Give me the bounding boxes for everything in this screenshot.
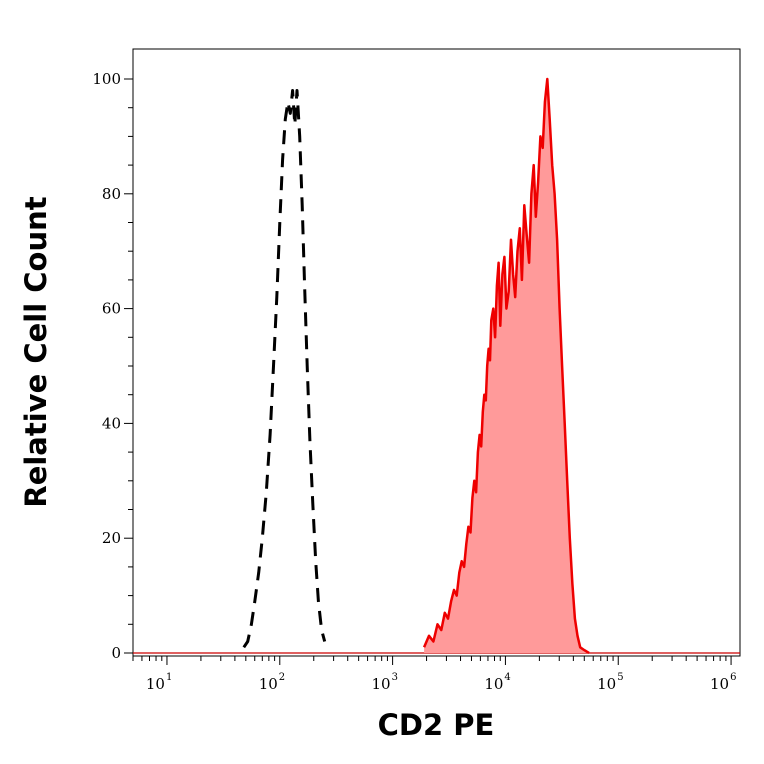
series-layer [133, 77, 740, 655]
x-axis-title: CD2 PE [378, 708, 495, 742]
x-tick-base: 10 [146, 675, 165, 693]
x-tick-label: 10 5 [597, 672, 623, 693]
y-axis-title: Relative Cell Count [19, 196, 53, 507]
x-tick-base: 10 [372, 675, 391, 693]
y-tick-label: 40 [102, 414, 121, 432]
y-tick-label: 60 [102, 300, 121, 318]
plot-frame [132, 48, 741, 657]
x-tick-label: 10 3 [372, 672, 398, 693]
x-tick-exponent: 3 [392, 672, 398, 683]
y-tick-label: 80 [102, 185, 121, 203]
series-1-line [422, 77, 590, 655]
x-tick-label: 10 4 [484, 672, 510, 693]
x-tick-base: 10 [259, 675, 278, 693]
x-tick-label: 10 1 [146, 672, 172, 693]
x-tick-base: 10 [597, 675, 616, 693]
x-tick-base: 10 [484, 675, 503, 693]
series-1-area [424, 79, 589, 653]
y-tick-label: 100 [92, 70, 121, 88]
x-tick-label: 10 6 [710, 672, 736, 693]
x-tick-base: 10 [710, 675, 729, 693]
x-tick-exponent: 6 [730, 672, 736, 683]
x-tick-exponent: 2 [279, 672, 285, 683]
y-tick-label: 0 [111, 644, 121, 662]
x-tick-label: 10 2 [259, 672, 285, 693]
x-axis-ticks: 10 1 10 2 10 3 10 4 10 5 10 6 [132, 656, 736, 693]
series-0-line [242, 89, 327, 649]
y-tick-label: 20 [102, 529, 121, 547]
y-axis-ticks: 0 20 40 60 80 100 [92, 70, 133, 662]
x-tick-exponent: 1 [166, 672, 172, 683]
x-tick-exponent: 5 [617, 672, 623, 683]
x-tick-exponent: 4 [504, 672, 510, 683]
